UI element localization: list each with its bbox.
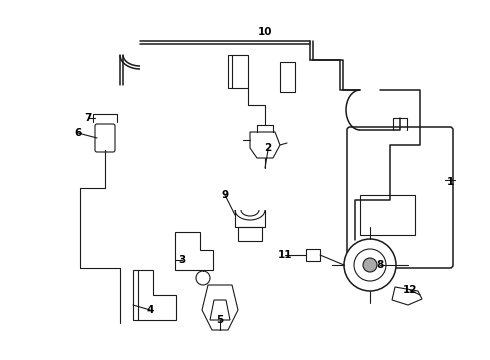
- Text: 6: 6: [74, 128, 82, 138]
- Text: 12: 12: [403, 285, 417, 295]
- Text: 7: 7: [84, 113, 92, 123]
- FancyBboxPatch shape: [95, 124, 115, 152]
- Polygon shape: [210, 300, 230, 320]
- Text: 10: 10: [258, 27, 272, 37]
- Polygon shape: [202, 285, 238, 330]
- Text: 3: 3: [178, 255, 186, 265]
- Polygon shape: [228, 55, 248, 88]
- Polygon shape: [392, 287, 422, 305]
- Bar: [238, 227, 262, 241]
- Text: 8: 8: [376, 260, 384, 270]
- Text: 9: 9: [221, 190, 228, 200]
- Polygon shape: [175, 232, 213, 270]
- Text: 11: 11: [278, 250, 292, 260]
- Text: 4: 4: [147, 305, 154, 315]
- Polygon shape: [306, 249, 320, 261]
- Ellipse shape: [344, 239, 396, 291]
- Polygon shape: [133, 270, 176, 320]
- Polygon shape: [250, 132, 280, 158]
- Text: 5: 5: [217, 315, 223, 325]
- Text: 2: 2: [265, 143, 271, 153]
- Ellipse shape: [354, 249, 386, 281]
- Bar: [360, 195, 415, 235]
- Text: 1: 1: [446, 177, 454, 187]
- Ellipse shape: [196, 271, 210, 285]
- FancyBboxPatch shape: [347, 127, 453, 268]
- Polygon shape: [280, 62, 295, 92]
- Ellipse shape: [363, 258, 377, 272]
